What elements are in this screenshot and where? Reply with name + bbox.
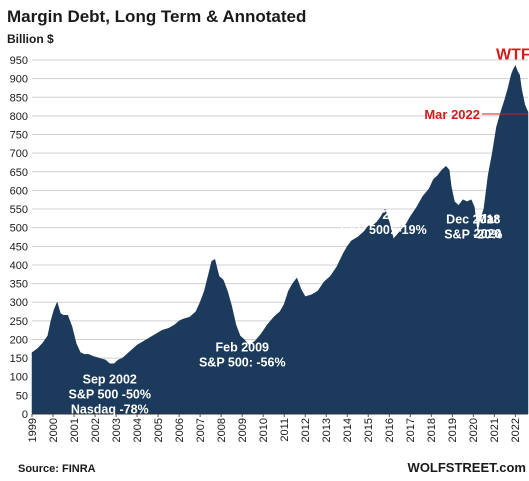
y-tick-label-800: 800 [10, 111, 28, 123]
wtf-label: WTF [496, 47, 529, 64]
x-axis-ticks: 1999 2000 2001 2002 2003 2004 2005 2006 2007 2008… [27, 414, 522, 442]
chart-title: Margin Debt, Long Term & Annotated [7, 7, 306, 26]
annotation-4-line-1: S&P -20% [444, 228, 502, 242]
y-tick-label-300: 300 [10, 297, 28, 309]
x-tick-label-2005: 2005 [153, 418, 165, 442]
x-tick-label-2017: 2017 [405, 418, 417, 442]
mar-2022-label: Mar 2022 [424, 107, 480, 122]
x-tick-label-2008: 2008 [216, 418, 228, 442]
x-tick-label-2018: 2018 [426, 418, 438, 442]
x-tick-label-2007: 2007 [195, 418, 207, 442]
annotation-0-line-2: Nasdaq -78% [71, 403, 149, 417]
x-tick-label-2004: 2004 [132, 418, 144, 442]
x-tick-label-2000: 2000 [48, 418, 60, 442]
x-tick-label-2010: 2010 [258, 418, 270, 442]
x-tick-label-2002: 2002 [90, 418, 102, 442]
annotation-2-line-1: S&P 500: -19% [340, 223, 427, 237]
y-tick-label-100: 100 [10, 372, 28, 384]
y-tick-label-400: 400 [10, 260, 28, 272]
y-tick-label-0: 0 [22, 409, 28, 421]
y-tick-label-700: 700 [10, 148, 28, 160]
y-tick-label-50: 50 [16, 390, 28, 402]
x-tick-label-2020: 2020 [468, 418, 480, 442]
data-area [31, 64, 529, 415]
x-tick-label-2003: 2003 [111, 418, 123, 442]
x-tick-label-2021: 2021 [489, 418, 501, 442]
annotation-0-line-1: S&P 500 -50% [69, 388, 151, 402]
x-tick-label-2022: 2022 [510, 418, 522, 442]
y-tick-label-600: 600 [10, 185, 28, 197]
y-tick-label-750: 750 [10, 130, 28, 142]
brand-label: WOLFSTREET.com [408, 460, 526, 475]
x-tick-label-2006: 2006 [174, 418, 186, 442]
y-tick-label-950: 950 [10, 55, 28, 67]
annotation-4-line-0: Dec 2018 [446, 213, 500, 227]
source-note: Source: FINRA [18, 463, 96, 475]
x-tick-label-2009: 2009 [237, 418, 249, 442]
x-tick-label-2001: 2001 [69, 418, 81, 442]
annotation-1-line-0: Feb 2009 [216, 340, 270, 354]
y-axis-unit-label: Billion $ [7, 32, 54, 46]
annotation-0-line-0: Sep 2002 [83, 373, 137, 387]
annotation-1-line-1: S&P 500: -56% [199, 355, 286, 369]
x-tick-label-1999: 1999 [27, 418, 39, 442]
x-tick-label-2015: 2015 [363, 418, 375, 442]
y-tick-label-200: 200 [10, 334, 28, 346]
red-callouts: WTF Mar 2022 [424, 47, 529, 122]
y-tick-label-150: 150 [10, 353, 28, 365]
y-axis-ticks: 0 50 100 150 200 250 300 350 400 450 500 550 600 650 7… [10, 55, 28, 421]
y-tick-label-550: 550 [10, 204, 28, 216]
x-tick-label-2014: 2014 [342, 418, 354, 442]
y-tick-label-450: 450 [10, 241, 28, 253]
y-tick-label-250: 250 [10, 316, 28, 328]
annotation-2-line-0: Feb 2016 [357, 208, 411, 222]
y-tick-label-900: 900 [10, 74, 28, 86]
y-tick-label-500: 500 [10, 223, 28, 235]
y-tick-label-850: 850 [10, 92, 28, 104]
x-tick-label-2019: 2019 [447, 418, 459, 442]
annotation-3-line-1: 2020 [474, 227, 502, 241]
margin-debt-area [31, 64, 529, 415]
x-tick-label-2016: 2016 [384, 418, 396, 442]
x-tick-label-2012: 2012 [300, 418, 312, 442]
y-tick-label-350: 350 [10, 279, 28, 291]
x-tick-label-2011: 2011 [279, 418, 291, 442]
y-tick-label-650: 650 [10, 167, 28, 179]
annotation-3-line-0: Mar [476, 212, 498, 226]
x-tick-label-2013: 2013 [321, 418, 333, 442]
